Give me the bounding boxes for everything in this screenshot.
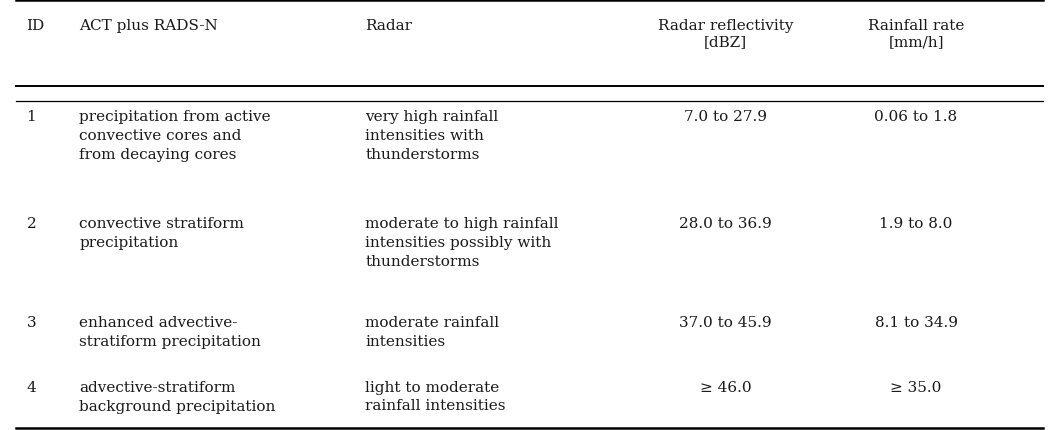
Text: enhanced advective-
stratiform precipitation: enhanced advective- stratiform precipita… — [79, 316, 262, 349]
Text: 37.0 to 45.9: 37.0 to 45.9 — [679, 316, 772, 330]
Text: Rainfall rate
[mm/h]: Rainfall rate [mm/h] — [867, 19, 965, 49]
Text: 1: 1 — [26, 110, 36, 124]
Text: ≥ 35.0: ≥ 35.0 — [891, 381, 941, 395]
Text: 3: 3 — [26, 316, 36, 330]
Text: advective-stratiform
background precipitation: advective-stratiform background precipit… — [79, 381, 275, 414]
Text: 7.0 to 27.9: 7.0 to 27.9 — [684, 110, 767, 124]
Text: moderate to high rainfall
intensities possibly with
thunderstorms: moderate to high rainfall intensities po… — [365, 217, 559, 269]
Text: 1.9 to 8.0: 1.9 to 8.0 — [879, 217, 953, 231]
Text: ACT plus RADS-N: ACT plus RADS-N — [79, 19, 218, 34]
Text: 0.06 to 1.8: 0.06 to 1.8 — [875, 110, 957, 124]
Text: ≥ 46.0: ≥ 46.0 — [700, 381, 751, 395]
Text: precipitation from active
convective cores and
from decaying cores: precipitation from active convective cor… — [79, 110, 271, 162]
Text: 8.1 to 34.9: 8.1 to 34.9 — [875, 316, 957, 330]
Text: ID: ID — [26, 19, 44, 34]
Text: 28.0 to 36.9: 28.0 to 36.9 — [679, 217, 772, 231]
Text: 2: 2 — [26, 217, 36, 231]
Text: very high rainfall
intensities with
thunderstorms: very high rainfall intensities with thun… — [365, 110, 499, 162]
Text: Radar: Radar — [365, 19, 412, 34]
Text: moderate rainfall
intensities: moderate rainfall intensities — [365, 316, 500, 349]
Text: light to moderate
rainfall intensities: light to moderate rainfall intensities — [365, 381, 506, 414]
Text: convective stratiform
precipitation: convective stratiform precipitation — [79, 217, 245, 250]
Text: Radar reflectivity
[dBZ]: Radar reflectivity [dBZ] — [658, 19, 793, 49]
Text: 4: 4 — [26, 381, 36, 395]
